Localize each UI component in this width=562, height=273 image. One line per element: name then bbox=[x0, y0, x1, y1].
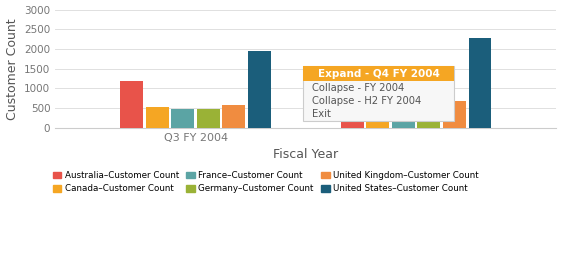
Bar bbox=[171, 109, 194, 128]
X-axis label: Fiscal Year: Fiscal Year bbox=[273, 148, 338, 161]
Bar bbox=[146, 107, 169, 128]
Y-axis label: Customer Count: Customer Count bbox=[6, 18, 19, 120]
Bar bbox=[120, 81, 143, 128]
Bar bbox=[341, 76, 364, 128]
Bar bbox=[392, 106, 415, 128]
Bar bbox=[197, 109, 220, 128]
Bar bbox=[248, 51, 271, 128]
Bar bbox=[469, 38, 491, 128]
Text: Expand - Q4 FY 2004: Expand - Q4 FY 2004 bbox=[318, 69, 439, 79]
Bar bbox=[418, 105, 440, 128]
Bar bbox=[443, 102, 466, 128]
Bar bbox=[303, 66, 454, 81]
Text: Exit: Exit bbox=[312, 109, 331, 119]
Text: Collapse - H2 FY 2004: Collapse - H2 FY 2004 bbox=[312, 96, 422, 106]
Text: Collapse - FY 2004: Collapse - FY 2004 bbox=[312, 83, 405, 93]
Bar bbox=[223, 105, 246, 128]
Bar bbox=[303, 66, 454, 121]
Bar bbox=[366, 105, 389, 128]
Legend: Australia–Customer Count, Canada–Customer Count, France–Customer Count, Germany–: Australia–Customer Count, Canada–Custome… bbox=[49, 167, 482, 197]
